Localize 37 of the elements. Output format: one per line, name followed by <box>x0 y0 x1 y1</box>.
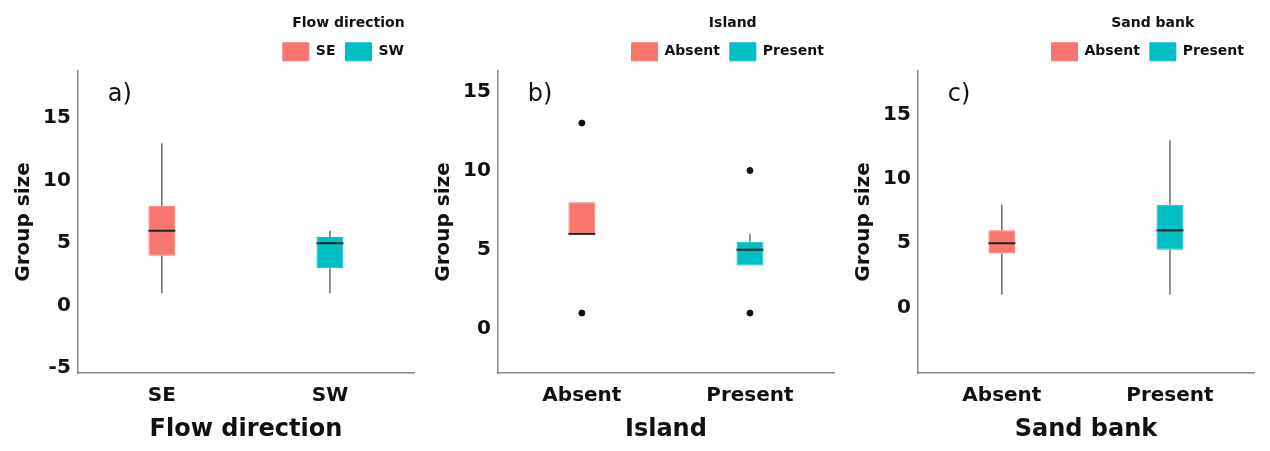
x-axis-title: Sand bank <box>1014 413 1159 442</box>
legend-label: Present <box>1182 42 1245 59</box>
legend-label: SE <box>315 42 336 59</box>
legend-label: Absent <box>664 42 721 59</box>
x-tick-label: SE <box>147 382 176 407</box>
legend-label: Absent <box>1084 42 1141 59</box>
y-tick-label: 0 <box>476 315 491 340</box>
x-axis-title: Island <box>624 413 707 442</box>
y-axis-title: Group size <box>850 162 875 282</box>
y-axis-title: Group size <box>430 162 455 282</box>
annotation: a) <box>107 79 132 108</box>
x-tick-label: Present <box>1126 382 1215 407</box>
annotation: c) <box>947 79 971 108</box>
x-axis-title: Flow direction <box>149 413 343 442</box>
y-tick-label: -5 <box>48 354 71 379</box>
x-tick-label: Absent <box>962 382 1042 407</box>
y-tick-label: 15 <box>462 77 491 102</box>
annotation: b) <box>527 79 553 108</box>
legend-title: Sand bank <box>1111 13 1196 30</box>
legend-label: SW <box>378 42 405 59</box>
legend-label: Present <box>762 42 825 59</box>
y-tick-label: 15 <box>882 100 911 125</box>
y-tick-label: 10 <box>882 165 911 190</box>
y-tick-label: 5 <box>896 229 911 254</box>
y-axis-title: Group size <box>10 162 35 282</box>
y-tick-label: 10 <box>462 156 491 181</box>
y-tick-label: 0 <box>56 291 71 316</box>
x-tick-label: Present <box>706 382 795 407</box>
y-tick-label: 0 <box>896 293 911 318</box>
y-tick-label: 10 <box>42 166 71 191</box>
y-tick-label: 15 <box>42 104 71 129</box>
x-tick-label: SW <box>311 382 349 407</box>
x-tick-label: Absent <box>542 382 622 407</box>
legend-title: Flow direction <box>292 13 405 30</box>
y-tick-label: 5 <box>56 229 71 254</box>
legend-title: Island <box>708 13 757 30</box>
y-tick-label: 5 <box>476 235 491 260</box>
